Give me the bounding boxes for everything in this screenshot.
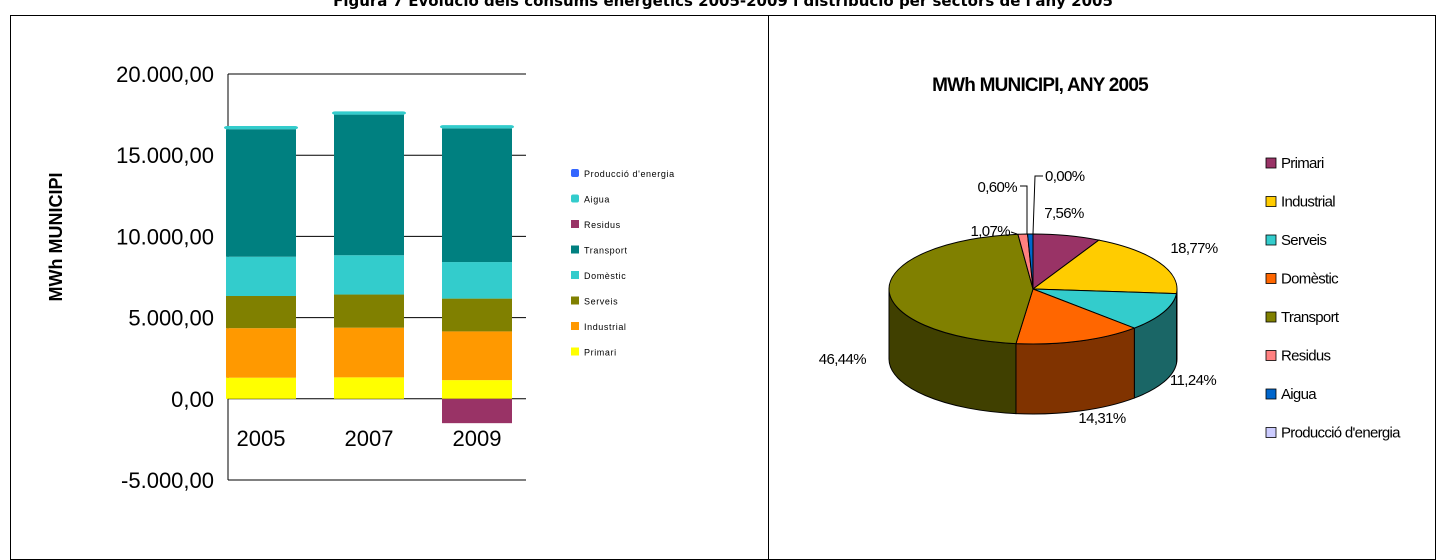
- legend-swatch-serveis: [571, 296, 579, 305]
- pie-legend-swatch-residus: [1265, 350, 1277, 361]
- pie-label-residus: 1,07%: [970, 223, 1010, 240]
- bar-segment-transport: [226, 129, 296, 257]
- legend-swatch-aigua: [571, 194, 579, 203]
- legend-swatch-industrial: [571, 322, 579, 330]
- x-tick-label: 2009: [453, 426, 502, 451]
- bar-segment-domestic: [334, 255, 404, 295]
- pie-legend-swatch-serveis: [1265, 234, 1277, 246]
- y-tick-label: 15.000,00: [116, 143, 214, 168]
- pie-legend-swatch-domestic: [1265, 273, 1277, 284]
- bar-segment-aigua: [332, 111, 406, 115]
- figure-title: Figura 7 Evolució dels consums energètic…: [333, 0, 1113, 10]
- pie-legend-swatch-aigua: [1265, 388, 1277, 400]
- y-tick-label: -5.000,00: [121, 468, 214, 493]
- stacked-bar-chart: -5.000,00 0,00 5.000,00 10.000,00 15.000,00 2…: [46, 62, 675, 493]
- bar-segment-transport: [334, 114, 404, 256]
- bar-segment-primari: [226, 377, 296, 399]
- panel-divider: [768, 15, 769, 560]
- pie-slice-serveis: [1032, 288, 1178, 329]
- pie-legend-swatch-produccio-d-energia: [1265, 427, 1277, 438]
- legend-label-residus: Residus: [584, 220, 621, 230]
- bar-segment-domestic: [442, 262, 512, 299]
- pie-chart: MWh MUNICIPI, ANY 2005 7,56% 18,77% 11,24% 1…: [819, 75, 1402, 442]
- y-tick-label: 10.000,00: [116, 224, 214, 249]
- pie-legend-swatch-transport: [1265, 311, 1277, 323]
- legend-swatch-produccio-d-energia: [571, 169, 579, 177]
- pie-slice-domestic: [1015, 288, 1136, 345]
- pie-slice-transport: [888, 233, 1034, 345]
- legend-swatch-domestic: [571, 271, 579, 279]
- y-tick-label: 20.000,00: [116, 62, 214, 87]
- legend-swatch-transport: [571, 245, 579, 254]
- bar-segment-serveis: [442, 298, 512, 332]
- legend-label-transport: Transport: [584, 246, 628, 256]
- pie-legend-label-residus: Residus: [1281, 348, 1330, 365]
- pie-legend-label-industrial: Industrial: [1281, 194, 1335, 211]
- pie-label-produccio-d-energia: 0,00%: [1045, 168, 1085, 185]
- y-tick-label: 5.000,00: [128, 306, 214, 331]
- leader-line-residus: [1010, 231, 1018, 235]
- pie-label-transport: 46,44%: [819, 351, 867, 368]
- y-tick-label: 0,00: [171, 387, 214, 412]
- bar-segment-industrial: [334, 327, 404, 378]
- bar-segment-transport: [442, 128, 512, 263]
- pie-slice-industrial: [1031, 239, 1178, 295]
- y-axis-title: MWh MUNICIPI: [46, 173, 66, 302]
- legend-label-primari: Primari: [584, 348, 617, 358]
- pie-slice-aigua: [1027, 233, 1034, 290]
- x-tick-label: 2007: [345, 426, 394, 451]
- pie-legend-label-transport: Transport: [1281, 309, 1340, 326]
- bar-segment-aigua: [224, 125, 298, 130]
- pie-legend-label-aigua: Aigua: [1281, 386, 1317, 403]
- bar-segment-primari: [334, 377, 404, 399]
- bar-segment-residus: [442, 398, 512, 424]
- legend-swatch-residus: [571, 220, 579, 228]
- pie-legend-label-domestic: Domèstic: [1281, 271, 1339, 288]
- leader-line-produccio: [1032, 175, 1043, 235]
- pie-title: MWh MUNICIPI, ANY 2005: [932, 75, 1149, 96]
- pie-label-primari: 7,56%: [1044, 205, 1084, 222]
- pie-legend-swatch-industrial: [1265, 196, 1277, 207]
- bar-segment-primari: [442, 380, 512, 399]
- legend-swatch-primari: [571, 347, 579, 356]
- legend-label-serveis: Serveis: [584, 297, 618, 307]
- pie-legend-label-serveis: Serveis: [1281, 232, 1326, 249]
- bar-segment-industrial: [226, 328, 296, 378]
- x-tick-label: 2005: [237, 426, 286, 451]
- pie-label-serveis: 11,24%: [1170, 372, 1216, 389]
- legend-label-industrial: Industrial: [584, 322, 627, 332]
- pie-label-domestic: 14,31%: [1078, 410, 1126, 427]
- pie-label-aigua: 0,60%: [977, 179, 1017, 196]
- bar-segment-serveis: [334, 294, 404, 328]
- pie-legend-label-produccio-d-energia: Producció d'energia: [1281, 425, 1401, 442]
- pie-label-industrial: 18,77%: [1170, 240, 1218, 257]
- leader-line-aigua: [1020, 185, 1028, 234]
- bar-segment-industrial: [442, 331, 512, 381]
- bar-segment-serveis: [226, 296, 296, 329]
- legend-label-domestic: Domèstic: [584, 271, 626, 281]
- bar-segment-aigua: [440, 125, 514, 129]
- legend-label-produccio-d-energia: Producció d'energia: [584, 169, 675, 179]
- pie-legend-swatch-primari: [1265, 157, 1277, 169]
- legend-label-aigua: Aigua: [584, 195, 610, 205]
- pie-legend-label-primari: Primari: [1281, 155, 1324, 172]
- bar-segment-domestic: [226, 256, 296, 297]
